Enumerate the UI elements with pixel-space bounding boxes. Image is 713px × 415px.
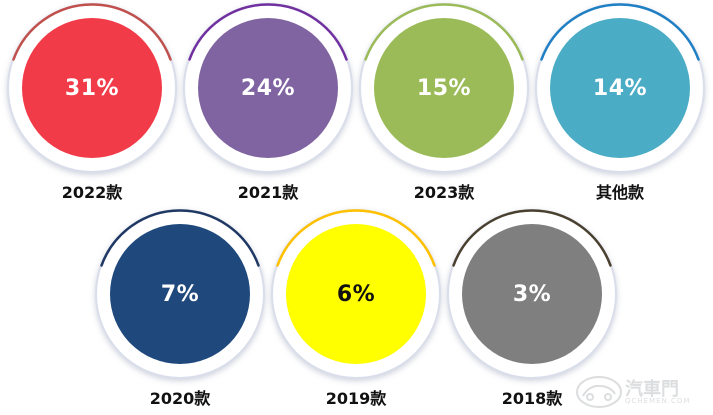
bubble-disc: 15% <box>374 18 514 158</box>
bubble-2: 15% <box>359 3 529 173</box>
bubble-accent-arc <box>364 3 524 61</box>
category-label: 2023款 <box>413 183 475 202</box>
bubble-4: 7% <box>95 209 265 379</box>
bubble-accent-arc <box>100 209 260 267</box>
bubble-0: 31% <box>7 3 177 173</box>
bubble-disc: 24% <box>198 18 338 158</box>
category-label: 2022款 <box>61 183 123 202</box>
bubble-1: 24% <box>183 3 353 173</box>
bubble-accent-arc <box>452 209 612 267</box>
category-label: 2021款 <box>237 183 299 202</box>
value-label: 24% <box>240 75 296 101</box>
bubble-accent-arc <box>540 3 700 61</box>
value-label: 3% <box>512 281 552 307</box>
bubble-3: 14% <box>535 3 705 173</box>
bubble-disc: 31% <box>22 18 162 158</box>
category-label: 2020款 <box>149 389 211 408</box>
value-label: 15% <box>416 75 472 101</box>
bubble-accent-arc <box>188 3 348 61</box>
bubble-disc: 14% <box>550 18 690 158</box>
value-label: 31% <box>64 75 120 101</box>
category-label: 其他款 <box>595 183 644 202</box>
watermark-text: 汽車門 <box>625 379 679 400</box>
category-label: 2018款 <box>501 389 563 408</box>
bubble-disc: 6% <box>286 224 426 364</box>
bubble-5: 6% <box>271 209 441 379</box>
value-label: 14% <box>592 75 648 101</box>
watermark-subtext: QCHEMEN.COM <box>625 397 691 405</box>
bubble-accent-arc <box>12 3 172 61</box>
bubble-6: 3% <box>447 209 617 379</box>
value-label: 7% <box>160 281 200 307</box>
bubble-disc: 7% <box>110 224 250 364</box>
bubble-disc: 3% <box>462 224 602 364</box>
value-label: 6% <box>336 281 376 307</box>
watermark-logo: 汽車門 QCHEMEN.COM <box>575 375 705 411</box>
category-label: 2019款 <box>325 389 387 408</box>
car-outline-icon <box>576 376 622 408</box>
bubble-accent-arc <box>276 209 436 267</box>
